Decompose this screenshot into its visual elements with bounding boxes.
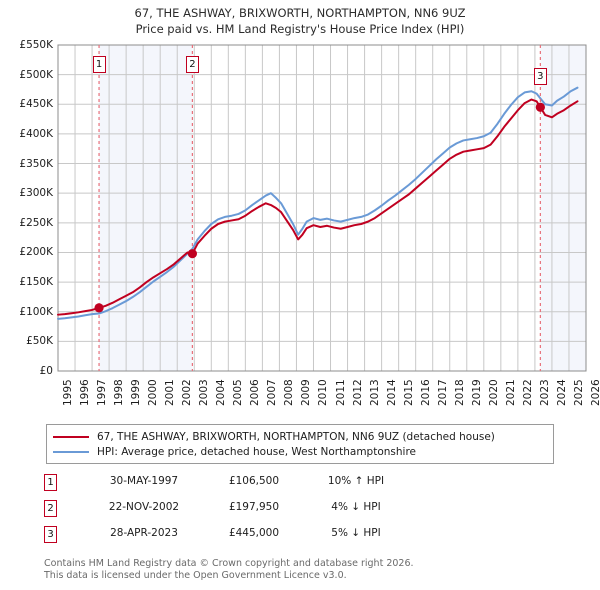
x-axis-tick-label: 2017 [436, 379, 449, 406]
y-axis-tick-label: £500K [19, 68, 53, 81]
table-row: 3 28-APR-2023 £445,000 5% ↓ HPI [44, 524, 464, 550]
transaction-marker-2: 2 [44, 500, 57, 517]
x-axis-tick-label: 1995 [62, 379, 74, 406]
x-axis-tick-label: 2024 [555, 379, 568, 406]
x-axis-tick-label: 2007 [266, 379, 279, 406]
x-axis-tick-label: 2025 [572, 379, 585, 406]
x-axis-tick-label: 2021 [504, 379, 517, 406]
footer-attribution: Contains HM Land Registry data © Crown c… [44, 558, 564, 581]
y-axis-tick-label: £0 [39, 365, 53, 377]
table-row: 1 30-MAY-1997 £106,500 10% ↑ HPI [44, 472, 464, 498]
chart-plot-area: 1 2 3 £0 £50K £100K £150K £200K £250K £300K £350K £… [0, 39, 600, 406]
transaction-hpi-delta-2: 4% ↓ HPI [331, 501, 381, 513]
page-title: 67, THE ASHWAY, BRIXWORTH, NORTHAMPTON, … [0, 5, 600, 37]
x-axis-tick-label: 2012 [351, 379, 364, 406]
legend-swatch-price-paid [53, 435, 89, 438]
footer-line-2: This data is licensed under the Open Gov… [44, 569, 347, 581]
y-axis-tick-label: £150K [19, 276, 53, 289]
y-axis-tick-label: £300K [19, 187, 53, 200]
transaction-price-2: £197,950 [228, 501, 280, 513]
x-axis-tick-label: 2018 [453, 379, 466, 406]
chart-marker-1: 1 [92, 56, 106, 73]
y-axis-tick-label: £50K [26, 335, 53, 348]
transaction-price-1: £106,500 [228, 475, 280, 487]
transactions-table: 1 30-MAY-1997 £106,500 10% ↑ HPI 2 22-NO… [44, 472, 464, 550]
transaction-price-3: £445,000 [228, 527, 280, 539]
x-axis-tick-label: 2022 [521, 379, 534, 406]
x-axis-tick-label: 2008 [283, 379, 296, 406]
x-axis-tick-label: 1999 [130, 379, 143, 406]
x-axis-tick-label: 2002 [181, 379, 194, 406]
title-line-1: 67, THE ASHWAY, BRIXWORTH, NORTHAMPTON, … [134, 6, 466, 20]
x-axis-tick-label: 2001 [164, 379, 177, 406]
legend-label-price-paid: 67, THE ASHWAY, BRIXWORTH, NORTHAMPTON, … [97, 430, 495, 443]
x-axis-tick-label: 2000 [147, 379, 160, 406]
x-axis-tick-label: 2005 [232, 379, 245, 406]
transaction-marker-3: 3 [44, 526, 57, 543]
x-axis-tick-label: 2011 [334, 379, 347, 406]
x-axis-tick-label: 1997 [96, 379, 109, 406]
y-axis-tick-label: £450K [19, 98, 53, 111]
legend-item-hpi: HPI: Average price, detached house, West… [53, 444, 547, 459]
y-axis-tick-label: £100K [19, 305, 53, 318]
x-axis-tick-label: 2023 [538, 379, 551, 406]
chart-marker-3: 3 [533, 68, 547, 85]
legend-item-price-paid: 67, THE ASHWAY, BRIXWORTH, NORTHAMPTON, … [53, 429, 547, 444]
x-axis-tick-label: 2020 [487, 379, 500, 406]
x-axis-tick-label: 2015 [402, 379, 415, 406]
x-axis-tick-label: 2006 [249, 379, 262, 406]
transaction-marker-1: 1 [44, 474, 57, 491]
table-row: 2 22-NOV-2002 £197,950 4% ↓ HPI [44, 498, 464, 524]
chart-svg [57, 44, 587, 372]
transaction-hpi-delta-3: 5% ↓ HPI [331, 527, 381, 539]
y-axis-tick-label: £250K [19, 216, 53, 229]
x-axis-tick-label: 2019 [470, 379, 483, 406]
y-axis-tick-label: £200K [19, 246, 53, 259]
x-axis-tick-label: 2016 [419, 379, 432, 406]
x-axis-tick-label: 2004 [215, 379, 228, 406]
legend-label-hpi: HPI: Average price, detached house, West… [97, 445, 416, 458]
x-axis-tick-label: 1998 [113, 379, 126, 406]
footer-line-1: Contains HM Land Registry data © Crown c… [44, 558, 414, 569]
transaction-hpi-delta-1: 10% ↑ HPI [327, 475, 385, 487]
x-axis-tick-label: 2014 [385, 379, 398, 406]
y-axis-tick-label: £400K [19, 127, 53, 140]
x-axis-tick-label: 2013 [368, 379, 381, 406]
transaction-date-3: 28-APR-2023 [110, 527, 178, 539]
transaction-date-2: 22-NOV-2002 [108, 501, 180, 513]
y-axis-tick-label: £550K [19, 39, 53, 51]
chart-marker-2: 2 [185, 56, 199, 73]
legend-swatch-hpi [53, 450, 89, 453]
transaction-date-1: 30-MAY-1997 [109, 475, 179, 487]
title-line-2: Price paid vs. HM Land Registry's House … [135, 22, 465, 36]
x-axis-tick-label: 2009 [300, 379, 313, 406]
x-axis-tick-label: 2010 [317, 379, 330, 406]
x-axis-tick-label: 2003 [198, 379, 211, 406]
x-axis-tick-label: 2026 [590, 379, 600, 406]
y-axis-tick-label: £350K [19, 157, 53, 170]
chart-legend: 67, THE ASHWAY, BRIXWORTH, NORTHAMPTON, … [46, 424, 554, 464]
x-axis-tick-label: 1996 [79, 379, 92, 406]
